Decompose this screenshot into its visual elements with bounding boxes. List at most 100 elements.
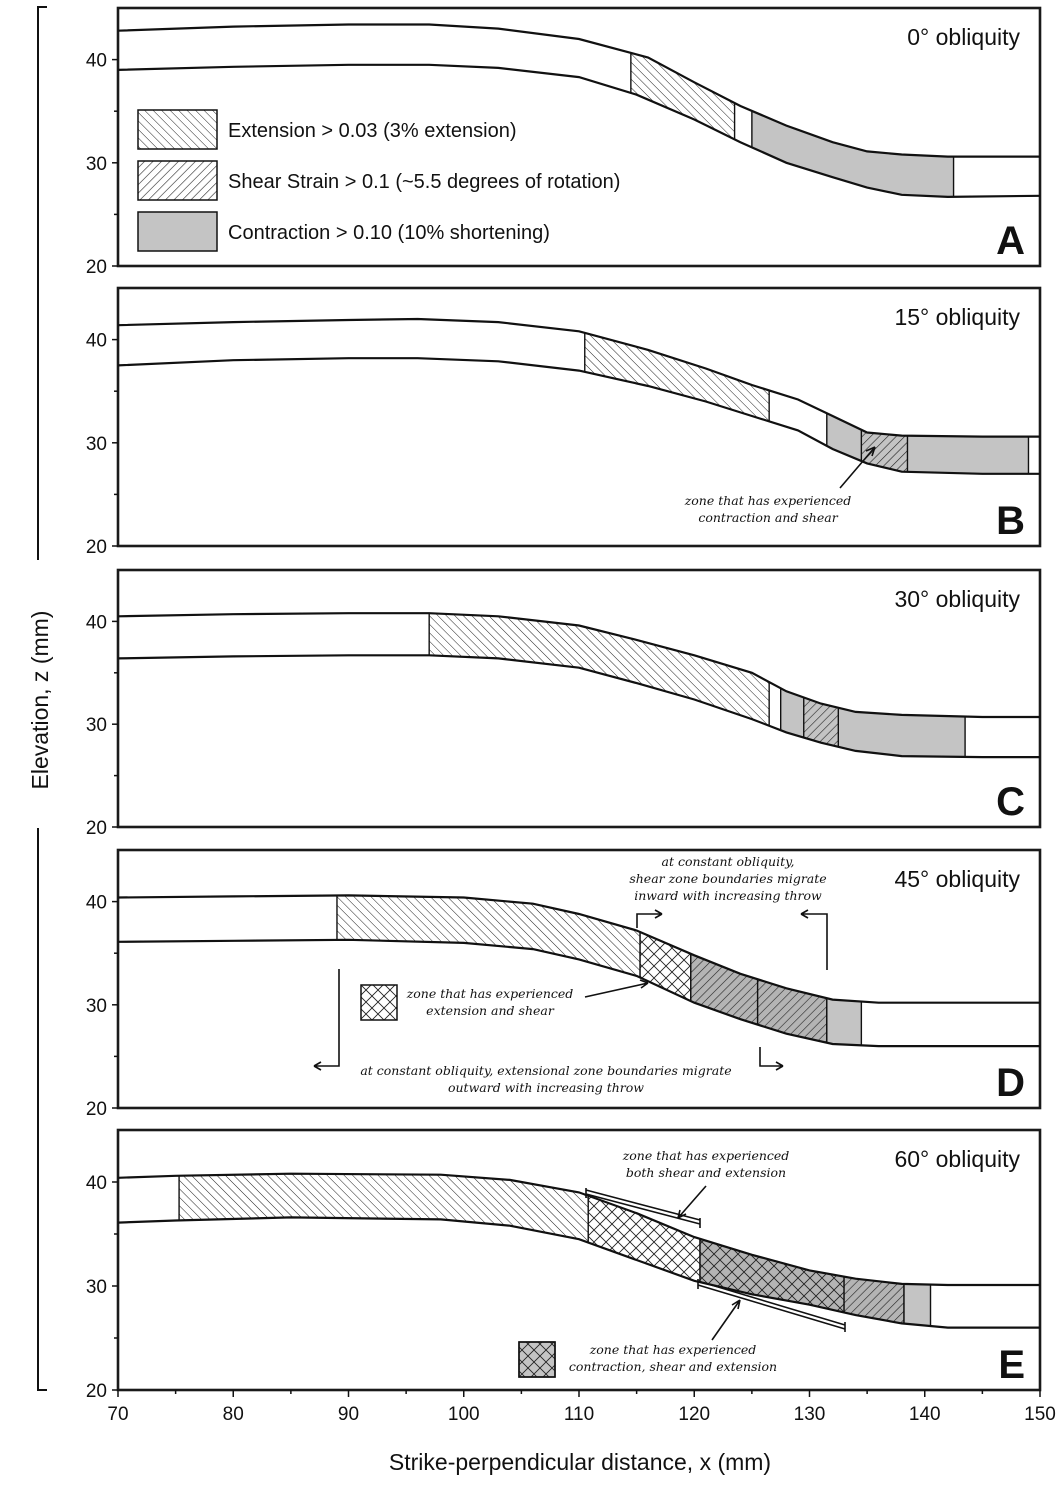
panel-title: 60° obliquity bbox=[894, 1146, 1020, 1172]
panel-b: 20 30 40 15° obliquity B bbox=[86, 286, 1042, 558]
z-tick-label: 30 bbox=[86, 715, 107, 736]
top-surface-line bbox=[118, 612, 1040, 719]
annotation-d: zone that has experienced extension and … bbox=[313, 854, 828, 1095]
z-tick-label: 30 bbox=[86, 996, 107, 1017]
panel-title: 0° obliquity bbox=[907, 24, 1020, 50]
note-b-line1: zone that has experienced bbox=[684, 493, 852, 508]
note-b-arrow bbox=[839, 446, 876, 489]
zone-contraction-shear bbox=[757, 979, 827, 1043]
x-tick-label: 130 bbox=[794, 1404, 826, 1425]
panel-c: 20 30 40 30° obliquity C bbox=[86, 568, 1042, 839]
x-tick-label: 140 bbox=[909, 1404, 941, 1425]
bottom-surface-line bbox=[118, 357, 1040, 475]
z-tick-label: 40 bbox=[86, 51, 107, 72]
x-tick-label: 90 bbox=[338, 1404, 359, 1425]
panel-title: 30° obliquity bbox=[894, 586, 1020, 612]
note-d-legend-line2: extension and shear bbox=[426, 1003, 555, 1018]
note-e-bottom-arrow bbox=[711, 1299, 741, 1341]
legend-swatch-contraction-shear-extension-hatch bbox=[518, 1341, 556, 1378]
layer-content bbox=[118, 894, 1040, 1048]
panel-frame bbox=[116, 848, 1042, 1110]
panel-e: 20 30 40 60° obliquity E bbox=[86, 1128, 1042, 1402]
note-b-line2: contraction and shear bbox=[698, 510, 838, 525]
bottom-surface-line bbox=[118, 654, 1040, 759]
legend-label-shear: Shear Strain > 0.1 (~5.5 degrees of rota… bbox=[228, 171, 620, 193]
z-tick-label: 40 bbox=[86, 1173, 107, 1194]
zone-extension-shear bbox=[588, 1195, 700, 1283]
note-e-top-line2: both shear and extension bbox=[626, 1165, 786, 1180]
z-tick-label: 30 bbox=[86, 1277, 107, 1298]
legend-swatch-contraction bbox=[137, 211, 218, 252]
layer-content bbox=[118, 1172, 1040, 1329]
zone-extension bbox=[337, 895, 641, 978]
layer-content bbox=[118, 612, 1040, 759]
top-surface-line bbox=[118, 894, 1040, 1004]
annotation-e: zone that has experienced both shear and… bbox=[518, 1148, 846, 1378]
panel-d: 20 30 40 45° obliquity D bbox=[86, 848, 1042, 1120]
bottom-surface-line bbox=[118, 1216, 1040, 1329]
x-tick-label: 150 bbox=[1024, 1404, 1056, 1425]
panel-letter: C bbox=[996, 780, 1025, 824]
y-axis-title: Elevation, z (mm) bbox=[27, 611, 53, 790]
top-surface-line bbox=[118, 317, 1040, 438]
z-tick-label: 40 bbox=[86, 612, 107, 633]
zone-extension bbox=[179, 1173, 589, 1243]
zone-extension bbox=[584, 332, 770, 422]
note-d-top-line1: at constant obliquity, bbox=[662, 854, 795, 869]
panel-letter: A bbox=[996, 219, 1025, 263]
zone-extension bbox=[630, 52, 735, 140]
zone-contraction-shear-extension bbox=[700, 1238, 845, 1313]
z-tick-label: 20 bbox=[86, 1099, 107, 1120]
panel-letter: D bbox=[996, 1061, 1025, 1105]
panel-letter: B bbox=[996, 499, 1025, 543]
legend-swatch-shear bbox=[137, 160, 218, 201]
note-d-legend-line1: zone that has experienced bbox=[406, 986, 574, 1001]
bottom-surface-line bbox=[118, 938, 1040, 1048]
x-tick-label: 120 bbox=[678, 1404, 710, 1425]
panel-title: 45° obliquity bbox=[894, 866, 1020, 892]
note-d-bottom-line1: at constant obliquity, extensional zone … bbox=[360, 1063, 731, 1078]
note-d-top-line2: shear zone boundaries migrate bbox=[629, 871, 826, 886]
panel-frame bbox=[116, 6, 1042, 268]
panel-a: 20 30 40 0° obliquity A bbox=[86, 6, 1042, 278]
legend: Extension > 0.03 (3% extension) Shear St… bbox=[137, 109, 620, 252]
zone-shear bbox=[803, 697, 839, 747]
annotation-b: zone that has experienced contraction an… bbox=[684, 446, 876, 525]
legend-swatch-extension bbox=[137, 109, 218, 150]
note-e-top-line1: zone that has experienced bbox=[622, 1148, 790, 1163]
z-tick-label: 20 bbox=[86, 818, 107, 839]
layer-content bbox=[118, 317, 1040, 475]
top-surface-line bbox=[118, 23, 1040, 158]
note-e-bottom-bracket bbox=[697, 1279, 846, 1332]
panels: 20 30 40 0° obliquity A 20 30 40 15° obliquity B 2… bbox=[86, 6, 1042, 1402]
x-tick-label: 100 bbox=[448, 1404, 480, 1425]
z-tick-label: 20 bbox=[86, 257, 107, 278]
axis-bracket-lower bbox=[37, 828, 47, 1391]
note-e-bottom-line1: zone that has experienced bbox=[589, 1342, 757, 1357]
z-tick-label: 20 bbox=[86, 537, 107, 558]
note-d-top-line3: inward with increasing throw bbox=[634, 888, 822, 903]
zone-contraction-shear bbox=[844, 1276, 904, 1324]
x-axis: 70 80 90 100 110 120 130 140 150 bbox=[107, 1390, 1056, 1425]
x-tick-label: 80 bbox=[223, 1404, 244, 1425]
note-d-top-left-arrow bbox=[636, 909, 663, 928]
axis-bracket-upper bbox=[37, 6, 47, 560]
note-d-top-right-arrow bbox=[800, 909, 828, 970]
note-e-top-bracket bbox=[585, 1188, 701, 1228]
note-d-legend-arrow bbox=[584, 979, 649, 998]
legend-label-extension: Extension > 0.03 (3% extension) bbox=[228, 120, 517, 142]
panel-title: 15° obliquity bbox=[894, 304, 1020, 330]
zone-extension bbox=[429, 613, 770, 726]
bottom-surface-line bbox=[118, 63, 1040, 199]
z-tick-label: 40 bbox=[86, 893, 107, 914]
note-d-bottom-line2: outward with increasing throw bbox=[448, 1080, 644, 1095]
x-axis-title: Strike-perpendicular distance, x (mm) bbox=[389, 1449, 771, 1475]
panel-letter: E bbox=[998, 1343, 1025, 1387]
zone-shear bbox=[861, 429, 908, 472]
zone-contraction bbox=[904, 1284, 931, 1326]
zone-contraction bbox=[826, 998, 862, 1046]
legend-label-contraction: Contraction > 0.10 (10% shortening) bbox=[228, 222, 550, 244]
layer-content bbox=[118, 23, 1040, 199]
note-e-bottom-line2: contraction, shear and extension bbox=[569, 1359, 777, 1374]
